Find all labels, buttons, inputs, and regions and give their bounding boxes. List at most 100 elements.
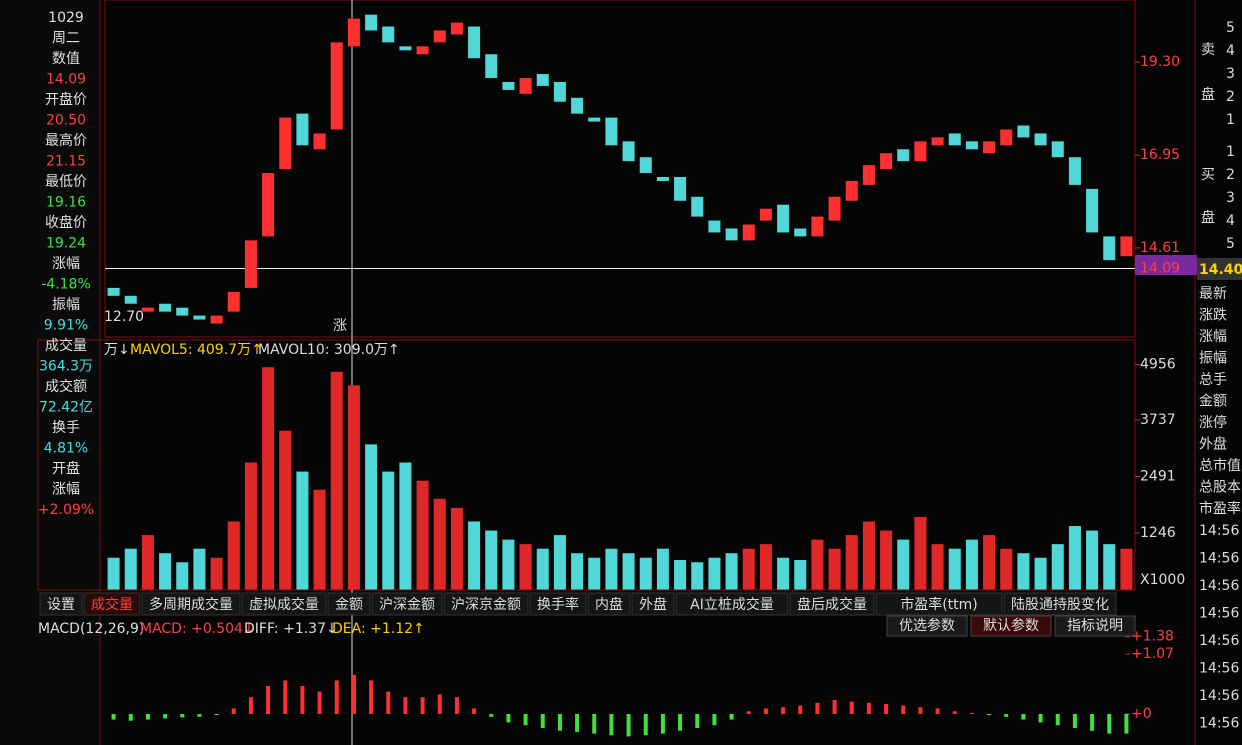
button[interactable] [886,615,968,637]
tab-label[interactable]: 沪深金额 [379,597,435,613]
candle [416,46,429,55]
unit: X1000 [1140,572,1185,588]
volume-bar [262,367,275,590]
button[interactable] [1054,615,1136,637]
sell-label: 卖 [1201,42,1215,58]
volume-bar [983,535,996,590]
volume-bar [948,548,961,590]
volume-bar [1120,548,1133,590]
field: 总市值 [1199,457,1241,474]
tab[interactable] [241,592,327,616]
volume-bar [811,539,824,590]
volume-bar [880,530,893,590]
macd-bar [403,697,408,714]
field: 涨幅 [1199,329,1227,345]
field: 总手 [1199,372,1227,388]
candle [468,26,481,59]
tab[interactable] [631,592,675,616]
button-label[interactable]: 默认参数 [983,617,1039,634]
candle [262,173,275,237]
candle [708,220,721,233]
macd-bar [592,714,597,734]
volume-bar [862,521,875,590]
volume-bar [244,462,257,590]
button-label[interactable]: 指标说明 [1067,618,1123,634]
volume-frame [37,339,1136,591]
macd-bar [626,714,631,737]
button[interactable] [970,615,1052,637]
tab-label[interactable]: 盘后成交量 [797,596,867,613]
y-tick-label: 1246 [1140,525,1176,541]
tab[interactable] [443,592,529,616]
candle [622,141,635,162]
volume-bar [347,385,360,590]
tab[interactable] [529,592,587,616]
tab[interactable] [875,592,1003,616]
candle [1103,236,1116,261]
volume-bar [1034,557,1047,590]
macd-bar [1124,714,1129,734]
macd-bar [952,711,957,714]
level: 5 [1226,236,1235,252]
macd-bar [557,714,562,731]
candle [124,295,137,304]
tab-label[interactable]: 市盈率(ttm) [900,596,978,613]
macd-bar [1072,714,1077,728]
tab-label[interactable]: 金额 [335,597,363,613]
level: 1 [1226,144,1235,160]
tab-label[interactable]: 设置 [47,597,75,613]
macd-bar [1090,714,1095,731]
volume-bar [742,548,755,590]
macd-header: MACD(12,26,9) [38,621,144,637]
macd-bar [643,714,648,736]
level: 1 [1226,112,1235,128]
macd-bar [884,703,889,714]
volume-bar [365,444,378,590]
macd-bar [781,707,786,714]
price-highlight [1135,255,1197,275]
candle [691,196,704,217]
macd-bar [266,686,271,714]
macd-bar [163,714,168,719]
tab-label[interactable]: 沪深京金额 [451,597,521,613]
tab-label[interactable]: 换手率 [537,596,579,613]
button-label[interactable]: 优选参数 [899,617,955,634]
sidebar-text: 涨幅 [52,482,80,498]
tab[interactable] [675,592,789,616]
candle [210,315,223,324]
tab[interactable] [371,592,443,616]
candle [725,228,738,241]
sell-label: 盘 [1201,86,1215,103]
candle [159,303,172,312]
macd-bar [575,714,580,732]
sidebar-text: 数值 [52,51,80,67]
macd-bar [1055,714,1060,726]
tab[interactable] [327,592,371,616]
volume-bar [1017,553,1030,590]
volume-bar [519,544,532,590]
tab-label[interactable]: 多周期成交量 [149,596,233,613]
tab-label[interactable]: 外盘 [639,596,667,613]
tab[interactable] [83,592,141,616]
volume-bar [708,557,721,590]
tab[interactable] [1003,592,1117,616]
tab-label[interactable]: 内盘 [595,596,623,613]
tab-label[interactable]: 虚拟成交量 [249,596,319,613]
tab-label[interactable]: AI立桩成交量 [690,596,774,613]
tab[interactable] [789,592,875,616]
candle [777,204,790,233]
tab-label[interactable]: 陆股通持股变化 [1011,597,1109,613]
tab[interactable] [587,592,631,616]
volume-bar [759,544,772,590]
volume-bar [536,548,549,590]
macd-bar [489,714,494,717]
tab[interactable] [141,592,241,616]
tab[interactable] [39,592,83,616]
volume-bar [639,557,652,590]
volume-bar [845,535,858,590]
y-tick-label: 14.61 [1140,240,1180,256]
volume-bar [622,553,635,590]
macd-bar [987,714,992,716]
tab-label[interactable]: 成交量 [91,596,133,613]
candle [742,224,755,241]
